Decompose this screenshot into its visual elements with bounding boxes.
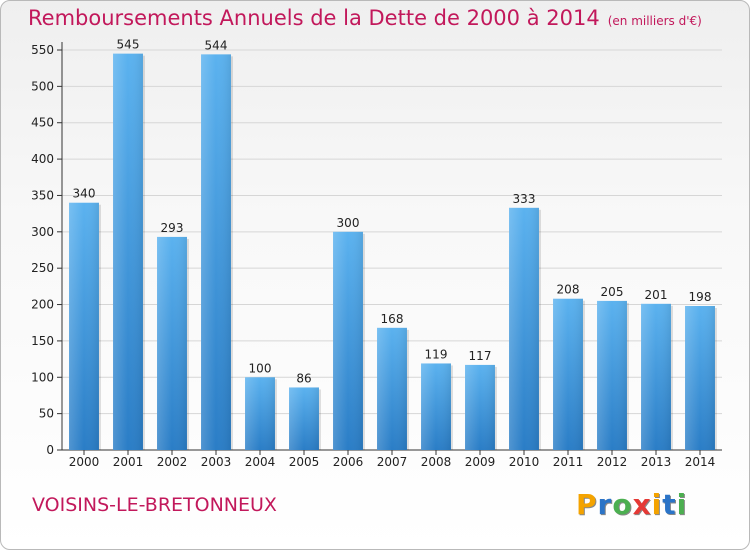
- bar-sheen: [333, 231, 363, 450]
- y-tick-label: 50: [39, 407, 54, 421]
- bar-value-label: 293: [161, 221, 184, 235]
- bar-value-label: 545: [117, 38, 140, 52]
- logo-letter: t: [662, 488, 677, 521]
- y-tick-label: 250: [31, 261, 54, 275]
- x-tick-label: 2005: [289, 455, 320, 469]
- location-name: VOISINS-LE-BRETONNEUX: [32, 494, 277, 516]
- y-tick-label: 300: [31, 225, 54, 239]
- x-tick-label: 2003: [201, 455, 232, 469]
- x-tick-label: 2008: [421, 455, 452, 469]
- bar-value-label: 100: [249, 361, 272, 375]
- proxiti-logo: Proxiti: [576, 488, 687, 521]
- bar-value-label: 340: [73, 187, 96, 201]
- x-tick-label: 2004: [245, 455, 276, 469]
- logo-letter: i: [651, 488, 663, 521]
- y-tick-label: 100: [31, 370, 54, 384]
- bar-sheen: [245, 377, 275, 450]
- bar-sheen: [69, 202, 99, 450]
- x-tick-label: 2013: [641, 455, 672, 469]
- bar-value-label: 117: [469, 349, 492, 363]
- y-tick-label: 200: [31, 298, 54, 312]
- x-tick-label: 2010: [509, 455, 540, 469]
- x-tick-label: 2006: [333, 455, 364, 469]
- y-tick-label: 150: [31, 334, 54, 348]
- labels: 340 2000 545 2001 293 2002 544 2003 100 2004 86 200…: [69, 38, 716, 469]
- x-tick-label: 2014: [685, 455, 716, 469]
- logo-letter: r: [597, 488, 613, 521]
- bar-sheen: [465, 364, 495, 450]
- logo-letter: P: [576, 488, 598, 521]
- bar-value-label: 198: [689, 290, 712, 304]
- x-tick-label: 2011: [553, 455, 584, 469]
- bar-value-label: 119: [425, 347, 448, 361]
- chart-unit-note: (en milliers d'€): [607, 14, 702, 28]
- bar-value-label: 208: [557, 283, 580, 297]
- bar-value-label: 86: [296, 371, 311, 385]
- bar-sheen: [509, 207, 539, 450]
- x-tick-label: 2009: [465, 455, 496, 469]
- logo-letter: o: [612, 488, 633, 521]
- y-tick-label: 400: [31, 152, 54, 166]
- chart-title-main: Remboursements Annuels de la Dette de 20…: [28, 6, 600, 30]
- y-tick-label: 350: [31, 188, 54, 202]
- bar-sheen: [289, 387, 319, 450]
- logo-letter: x: [632, 488, 652, 521]
- bar-sheen: [201, 54, 231, 450]
- x-tick-label: 2000: [69, 455, 100, 469]
- bar-sheen: [641, 303, 671, 450]
- y-tick-label: 0: [46, 443, 54, 457]
- bar-value-label: 168: [381, 312, 404, 326]
- bar-sheen: [157, 236, 187, 450]
- bar-value-label: 544: [205, 38, 228, 52]
- x-tick-label: 2002: [157, 455, 188, 469]
- chart-title: Remboursements Annuels de la Dette de 20…: [28, 6, 702, 30]
- bar-value-label: 205: [601, 285, 624, 299]
- bar-sheen: [113, 53, 143, 451]
- bar-sheen: [553, 298, 583, 450]
- bar-value-label: 333: [513, 192, 536, 206]
- bar-sheen: [685, 306, 715, 450]
- bar-value-label: 300: [337, 216, 360, 230]
- logo-letter: i: [676, 488, 688, 521]
- y-tick-label: 550: [31, 43, 54, 57]
- bar-value-label: 201: [645, 288, 668, 302]
- bars: [69, 53, 717, 451]
- y-tick-label: 500: [31, 79, 54, 93]
- x-tick-label: 2007: [377, 455, 408, 469]
- y-tick-label: 450: [31, 116, 54, 130]
- x-tick-label: 2012: [597, 455, 628, 469]
- bar-sheen: [597, 300, 627, 450]
- bar-sheen: [421, 363, 451, 450]
- x-tick-label: 2001: [113, 455, 144, 469]
- bar-sheen: [377, 327, 407, 450]
